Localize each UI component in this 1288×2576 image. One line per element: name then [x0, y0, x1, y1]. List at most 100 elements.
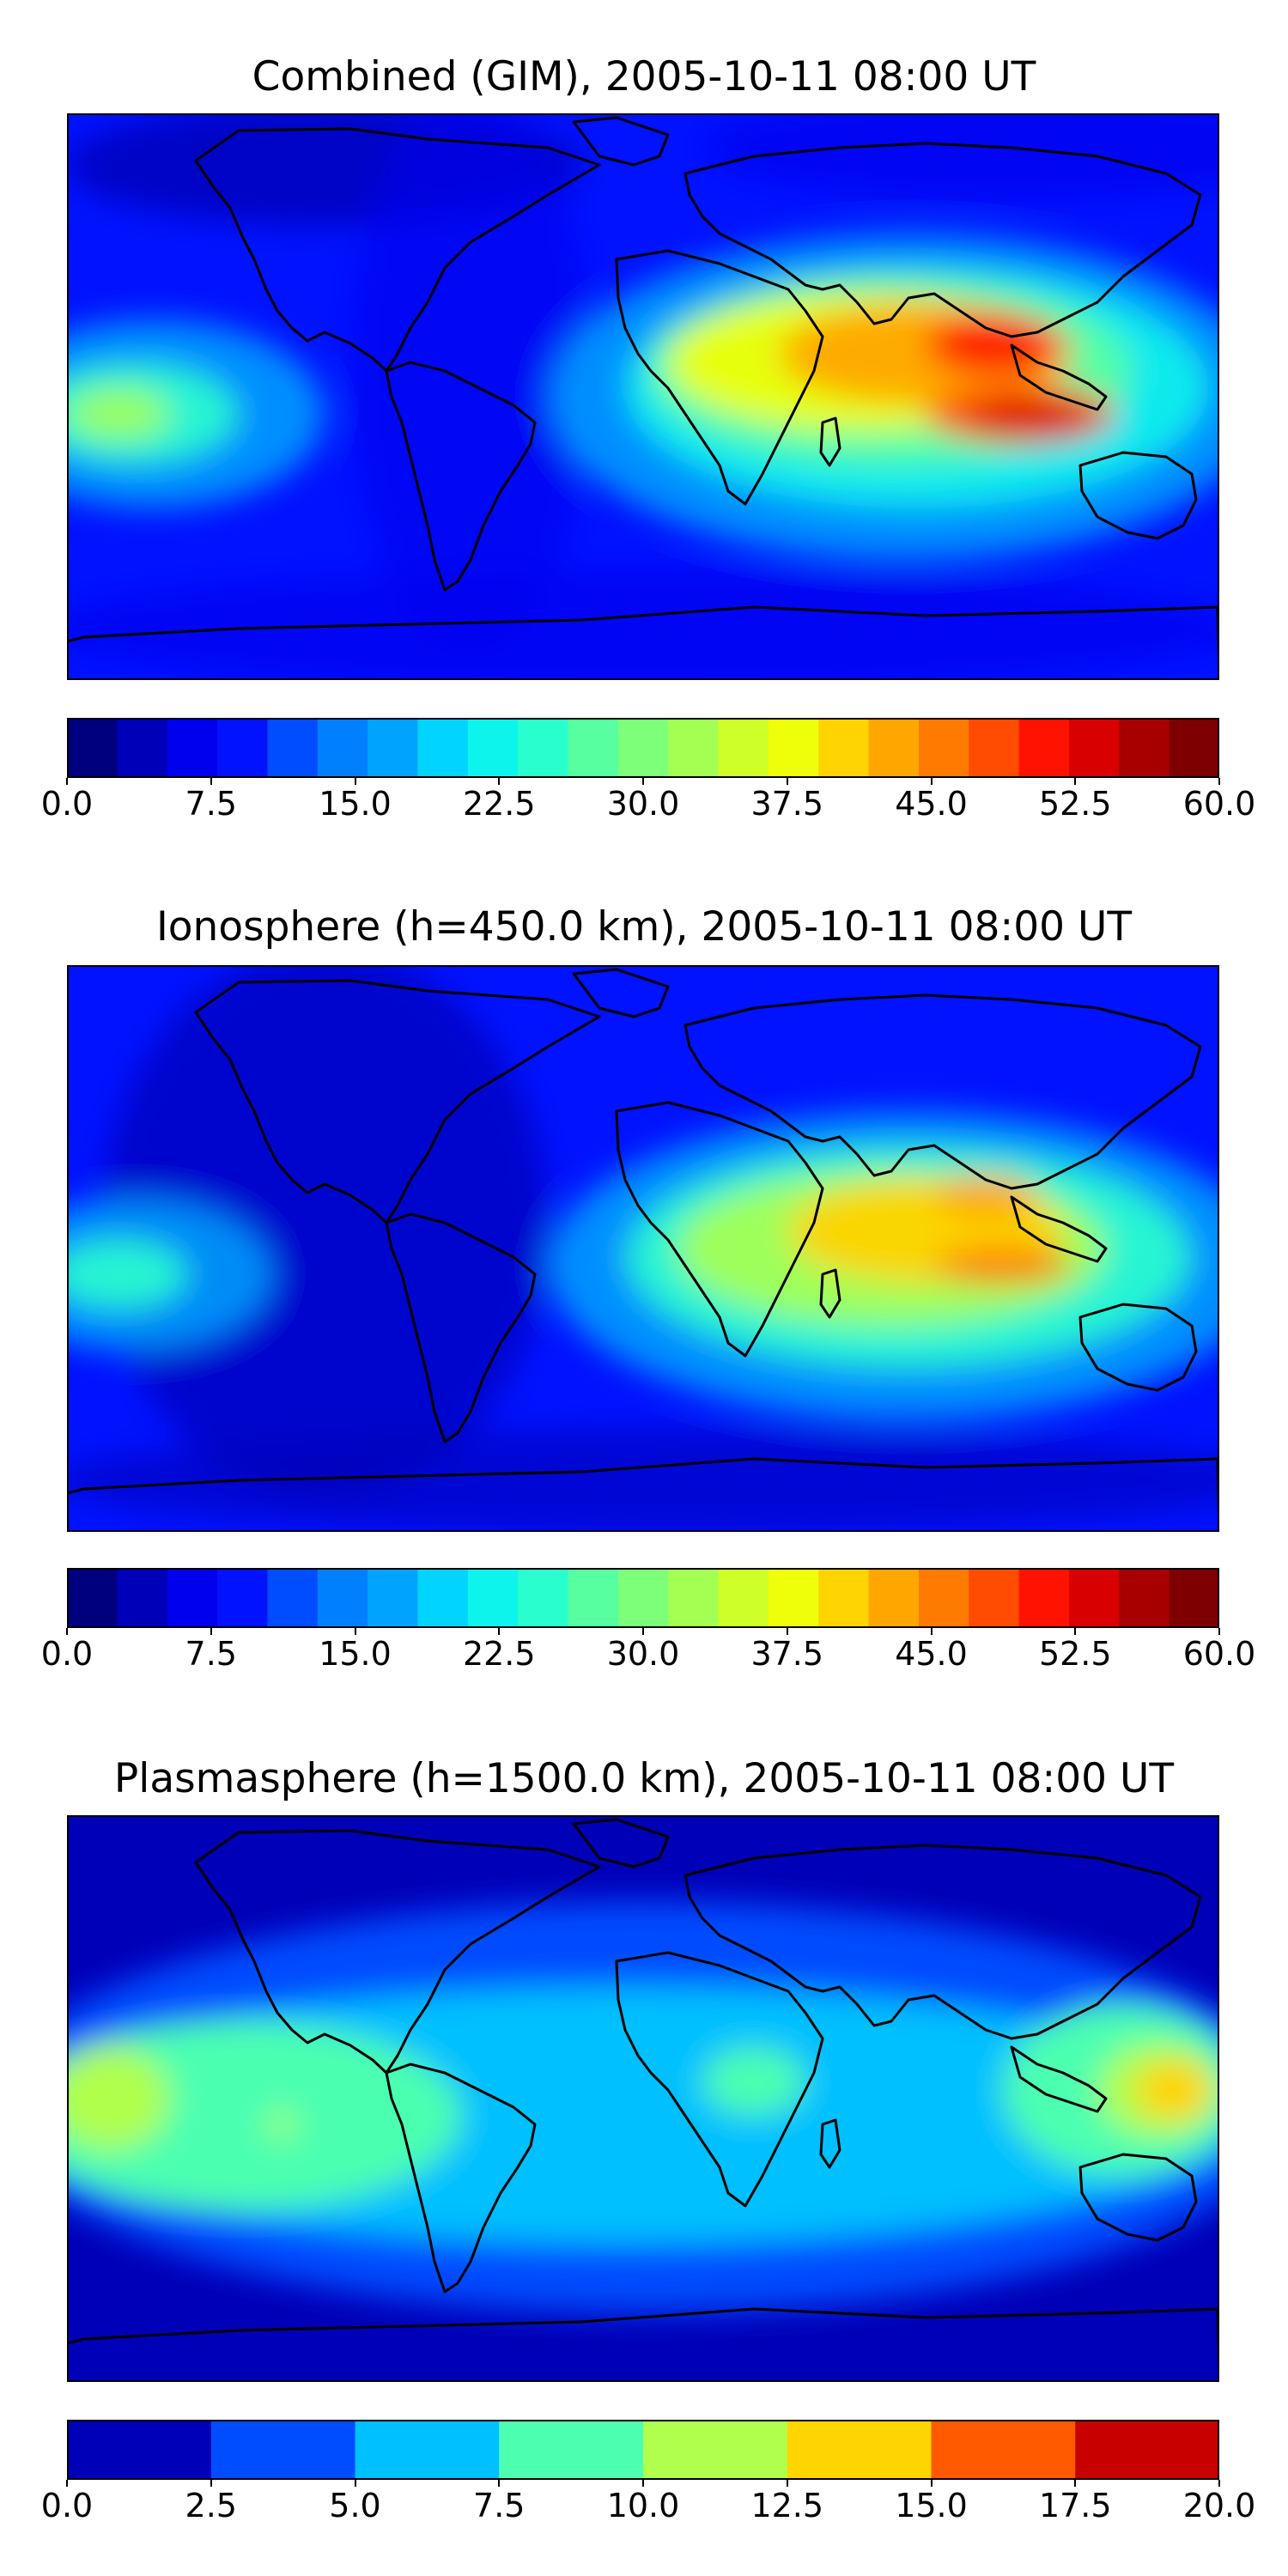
- colorbar-swatch: [117, 1568, 168, 1628]
- colorbar-swatch: [1119, 718, 1170, 778]
- coastline: [615, 1951, 824, 2208]
- contour-region: [67, 2047, 170, 2150]
- contour-region: [67, 388, 170, 440]
- panel-title-ionosphere: Ionosphere (h=450.0 km), 2005-10-11 08:0…: [155, 903, 1133, 951]
- map-svg: [67, 1815, 1219, 2382]
- coastline: [683, 1844, 1202, 2040]
- contour-region: [67, 1429, 1219, 1532]
- colorbar-tick-label: 60.0: [1182, 1635, 1256, 1673]
- coastline: [615, 1101, 824, 1358]
- map-border: [67, 113, 1219, 680]
- colorbar-tick-label: 0.0: [40, 2487, 94, 2524]
- colorbar-swatch: [1169, 718, 1219, 778]
- colorbar-tick-mark: [210, 2480, 212, 2487]
- colorbar-swatch: [868, 718, 920, 778]
- coastline: [385, 361, 537, 592]
- contour-region: [926, 315, 1063, 375]
- colorbar-tick-label: 30.0: [606, 1635, 680, 1673]
- panel-title-plasmasphere: Plasmasphere (h=1500.0 km), 2005-10-11 0…: [113, 1755, 1175, 1802]
- coastline: [194, 1829, 601, 2075]
- colorbar-swatch: [467, 1568, 519, 1628]
- colorbar-swatch: [167, 1568, 218, 1628]
- coastline: [572, 116, 670, 167]
- colorbar-tick-mark: [642, 2480, 644, 2487]
- colorbar-swatch: [918, 718, 969, 778]
- colorbar-swatch: [568, 718, 619, 778]
- coastline: [683, 142, 1202, 338]
- colorbar-tick-label: 52.5: [1038, 785, 1112, 823]
- colorbar-swatch: [1068, 1568, 1120, 1628]
- colorbar-swatch: [355, 2420, 500, 2480]
- colorbar-swatch: [718, 1568, 769, 1628]
- colorbar-svg: [67, 1568, 1219, 1628]
- colorbar-swatch: [368, 1568, 419, 1628]
- contour-region: [269, 2111, 295, 2137]
- colorbar-tick-mark: [786, 1628, 788, 1635]
- colorbar-swatch: [718, 718, 769, 778]
- coastline: [385, 2063, 537, 2293]
- colorbar-tick-mark: [66, 778, 68, 785]
- colorbar-tick-mark: [786, 2480, 788, 2487]
- colorbar-swatch: [868, 1568, 920, 1628]
- colorbar-swatch: [969, 1568, 1020, 1628]
- colorbar-swatch: [117, 718, 168, 778]
- coastline: [1078, 2153, 1198, 2242]
- colorbar-tick-mark: [498, 2480, 501, 2487]
- contour-region: [934, 1176, 1037, 1218]
- contour-fill-group: [67, 113, 1219, 680]
- colorbar-tick-label: 15.0: [319, 785, 392, 823]
- coastline: [572, 1818, 670, 1868]
- colorbar-swatch: [317, 718, 368, 778]
- panel-title-combined: Combined (GIM), 2005-10-11 08:00 UT: [252, 53, 1036, 100]
- colorbar-tick-mark: [930, 2480, 933, 2487]
- colorbar-tick-label: 0.0: [40, 785, 94, 823]
- colorbar-tick-label: 37.5: [750, 785, 824, 823]
- colorbar-tick-label: 37.5: [750, 1635, 824, 1673]
- colorbar-tick-mark: [786, 778, 788, 785]
- contour-region: [101, 965, 548, 1498]
- coastline: [194, 127, 601, 373]
- colorbar-border: [67, 2420, 1219, 2480]
- colorbar-tick-mark: [1074, 778, 1077, 785]
- colorbar-swatch: [768, 718, 819, 778]
- colorbar-swatch: [210, 2420, 356, 2480]
- colorbar-swatch: [417, 1568, 469, 1628]
- coastline: [67, 1457, 1219, 1532]
- colorbar-swatch: [518, 1568, 569, 1628]
- colorbar-swatch: [1068, 718, 1120, 778]
- colorbar-swatch: [568, 1568, 619, 1628]
- colorbar-tick-label: 5.0: [329, 2487, 381, 2524]
- coastline: [615, 249, 824, 506]
- coastline: [67, 2307, 1219, 2382]
- colorbar-swatch: [267, 718, 319, 778]
- colorbar-swatch: [1075, 2420, 1219, 2480]
- colorbar-swatch: [617, 1568, 669, 1628]
- coastline: [67, 605, 1219, 680]
- contour-region: [67, 1240, 187, 1309]
- colorbar-swatch: [969, 718, 1020, 778]
- colorbar-swatch: [1169, 1568, 1219, 1628]
- colorbar-ionosphere: [67, 1568, 1219, 1628]
- colorbar-svg: [67, 718, 1219, 778]
- colorbar-tick-label: 20.0: [1182, 2487, 1256, 2524]
- coastline: [819, 2118, 841, 2169]
- colorbar-tick-mark: [498, 778, 501, 785]
- coastline: [572, 968, 670, 1018]
- colorbar-swatch: [668, 718, 720, 778]
- colorbar-swatch: [67, 718, 118, 778]
- colorbar-swatch: [643, 2420, 788, 2480]
- colorbar-tick-label: 7.5: [185, 1635, 237, 1673]
- colorbar-swatch: [518, 718, 569, 778]
- contour-region: [702, 113, 1219, 199]
- coastline: [1010, 2045, 1108, 2113]
- contour-fill-group: [67, 1901, 1219, 2313]
- map-plasmasphere: [67, 1815, 1219, 2382]
- coastlines: [67, 1818, 1219, 2382]
- map-svg: [67, 113, 1219, 680]
- colorbar-tick-mark: [354, 2480, 356, 2487]
- colorbar-swatch: [787, 2420, 933, 2480]
- colorbar-tick-mark: [930, 778, 933, 785]
- colorbar-swatch: [417, 718, 469, 778]
- map-border: [67, 1815, 1219, 2382]
- colorbar-tick-mark: [930, 1628, 933, 1635]
